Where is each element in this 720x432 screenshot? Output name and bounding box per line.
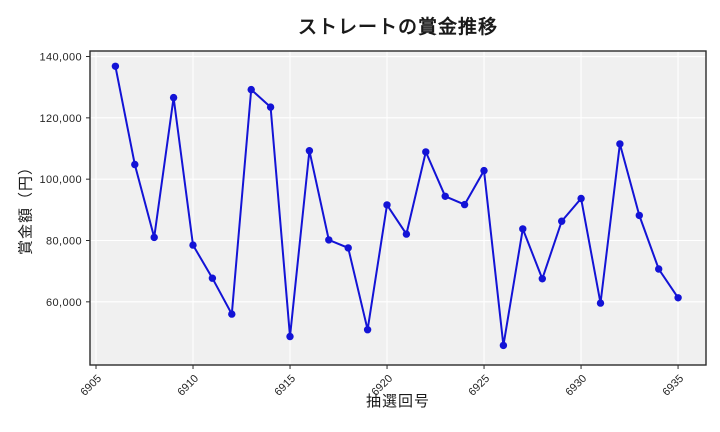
data-point	[441, 192, 449, 200]
data-point	[422, 148, 430, 156]
y-tick-label: 80,000	[46, 236, 82, 248]
data-point	[635, 211, 643, 220]
data-point	[480, 166, 488, 175]
data-point	[655, 265, 663, 273]
x-tick-label: 6930	[563, 373, 589, 399]
data-point	[131, 160, 139, 169]
y-tick-label: 100,000	[39, 174, 82, 186]
data-line	[114, 66, 679, 346]
data-point	[286, 332, 294, 341]
x-axis-label: 抽選回号	[365, 393, 431, 410]
data-point	[596, 299, 605, 307]
data-point	[558, 217, 566, 225]
y-tick-label: 140,000	[39, 52, 82, 64]
data-point	[402, 230, 411, 238]
data-point	[247, 85, 255, 94]
x-tick-label: 6910	[175, 373, 201, 399]
data-point	[538, 275, 546, 283]
plot-background	[90, 51, 706, 365]
y-axis-label: 賞金額（円）	[17, 158, 35, 256]
data-point	[305, 147, 314, 155]
x-tick-label: 6915	[272, 373, 298, 399]
data-point	[577, 194, 585, 203]
data-point	[266, 103, 275, 111]
data-point	[499, 341, 508, 350]
data-point	[383, 201, 391, 209]
plot-frame	[89, 50, 707, 366]
data-point	[460, 200, 469, 209]
data-point	[111, 62, 120, 70]
y-tick-label: 60,000	[46, 297, 82, 309]
x-tick-label: 6935	[660, 373, 686, 399]
data-point	[228, 310, 236, 318]
data-point	[519, 225, 527, 233]
data-point	[208, 274, 217, 282]
x-tick-label: 6925	[466, 373, 492, 399]
y-tick-label: 120,000	[39, 113, 82, 125]
chart-title: ストレートの賞金推移	[297, 17, 499, 38]
data-point	[169, 93, 178, 102]
data-point	[150, 233, 158, 242]
x-tick-label: 6905	[78, 373, 104, 399]
data-point	[344, 244, 352, 252]
data-point	[189, 241, 197, 249]
data-point	[363, 326, 372, 334]
data-point	[616, 140, 624, 148]
data-point	[325, 236, 333, 244]
data-point	[674, 294, 682, 302]
